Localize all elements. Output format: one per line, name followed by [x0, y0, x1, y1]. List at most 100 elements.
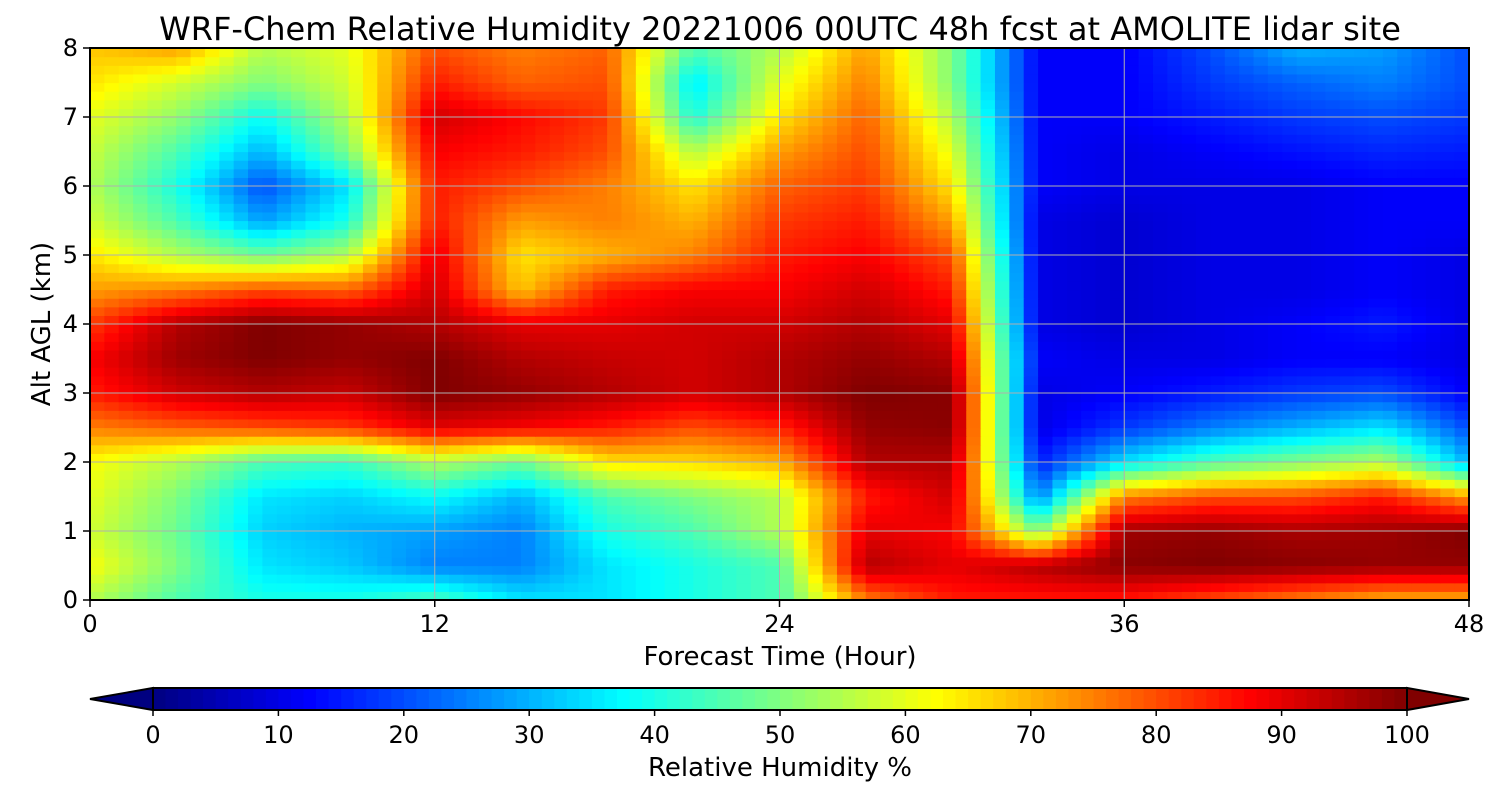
heatmap-cell: [650, 539, 666, 549]
heatmap-cell: [219, 574, 235, 584]
heatmap-cell: [722, 332, 737, 342]
heatmap-cell: [793, 315, 809, 325]
heatmap-cell: [1368, 462, 1384, 472]
heatmap-cell: [592, 479, 608, 489]
heatmap-cell: [449, 410, 465, 420]
heatmap-cell: [836, 332, 852, 342]
heatmap-cell: [664, 246, 680, 256]
heatmap-cell: [607, 418, 623, 429]
heatmap-cell: [578, 522, 594, 532]
heatmap-cell: [406, 539, 421, 549]
heatmap-cell: [1152, 479, 1168, 489]
heatmap-cell: [707, 384, 723, 394]
heatmap-cell: [1167, 298, 1183, 308]
heatmap-cell: [118, 436, 134, 446]
heatmap-cell: [707, 479, 723, 489]
heatmap-cell: [1411, 470, 1427, 480]
heatmap-cell: [693, 168, 709, 178]
heatmap-cell: [765, 177, 781, 187]
heatmap-cell: [1009, 298, 1025, 308]
heatmap-cell: [908, 513, 924, 523]
heatmap-cell: [434, 513, 450, 523]
heatmap-cell: [1066, 496, 1082, 506]
heatmap-cell: [1081, 358, 1097, 368]
heatmap-cell: [377, 341, 393, 351]
heatmap-cell: [319, 410, 335, 420]
heatmap-cell: [161, 582, 177, 592]
heatmap-cell: [908, 151, 924, 161]
heatmap-cell: [520, 565, 536, 575]
heatmap-cell: [836, 582, 852, 592]
heatmap-cell: [1181, 358, 1197, 368]
heatmap-cell: [966, 298, 982, 308]
heatmap-cell: [1081, 453, 1097, 463]
heatmap-cell: [564, 272, 579, 282]
heatmap-cell: [607, 479, 623, 489]
heatmap-cell: [880, 367, 896, 377]
heatmap-cell: [104, 263, 120, 273]
heatmap-cell: [923, 160, 939, 170]
heatmap-cell: [750, 255, 766, 265]
heatmap-cell: [420, 436, 436, 446]
heatmap-cell: [851, 453, 867, 463]
heatmap-cell: [793, 375, 809, 385]
heatmap-cell: [1339, 522, 1355, 532]
heatmap-cell: [1066, 375, 1082, 385]
heatmap-cell: [908, 539, 924, 549]
heatmap-cell: [1339, 531, 1355, 541]
heatmap-cell: [779, 203, 795, 213]
heatmap-cell: [664, 496, 680, 506]
heatmap-cell: [291, 496, 307, 506]
heatmap-cell: [520, 211, 536, 222]
heatmap-cell: [822, 341, 838, 351]
heatmap-cell: [477, 237, 493, 247]
heatmap-cell: [248, 177, 263, 187]
heatmap-cell: [923, 229, 939, 239]
heatmap-cell: [836, 246, 852, 256]
heatmap-cell: [836, 505, 852, 515]
heatmap-cell: [391, 272, 407, 282]
heatmap-cell: [463, 591, 479, 601]
heatmap-cell: [1310, 151, 1326, 161]
heatmap-cell: [1310, 574, 1326, 584]
heatmap-cell: [750, 418, 766, 429]
heatmap-cell: [1224, 349, 1240, 360]
heatmap-cell: [1181, 237, 1197, 247]
heatmap-cell: [118, 453, 134, 463]
heatmap-cell: [1196, 203, 1212, 213]
heatmap-cell: [406, 272, 421, 282]
heatmap-cell: [334, 522, 350, 532]
heatmap-cell: [966, 194, 982, 204]
heatmap-cell: [492, 194, 508, 204]
heatmap-cell: [1167, 487, 1183, 498]
heatmap-cell: [621, 375, 637, 385]
heatmap-cell: [1239, 444, 1255, 454]
heatmap-cell: [707, 280, 723, 291]
heatmap-cell: [147, 393, 163, 403]
heatmap-cell: [1023, 272, 1039, 282]
heatmap-cell: [377, 324, 393, 334]
heatmap-cell: [549, 298, 565, 308]
heatmap-cell: [894, 574, 910, 584]
heatmap-cell: [765, 358, 781, 368]
heatmap-cell: [750, 186, 766, 196]
heatmap-cell: [1109, 582, 1125, 592]
heatmap-cell: [578, 289, 594, 299]
heatmap-cell: [880, 470, 896, 480]
heatmap-cell: [535, 220, 551, 230]
heatmap-cell: [1181, 220, 1197, 230]
heatmap-cell: [535, 367, 551, 377]
heatmap-cell: [894, 194, 910, 204]
heatmap-cell: [391, 513, 407, 523]
heatmap-cell: [664, 280, 680, 291]
heatmap-cell: [607, 436, 623, 446]
heatmap-cell: [1425, 591, 1441, 601]
heatmap-cell: [1296, 168, 1312, 178]
heatmap-cell: [621, 272, 637, 282]
heatmap-cell: [90, 591, 105, 601]
heatmap-cell: [937, 427, 953, 437]
heatmap-cell: [535, 160, 551, 170]
heatmap-cell: [104, 306, 120, 316]
heatmap-cell: [1009, 487, 1025, 498]
heatmap-cell: [449, 315, 465, 325]
